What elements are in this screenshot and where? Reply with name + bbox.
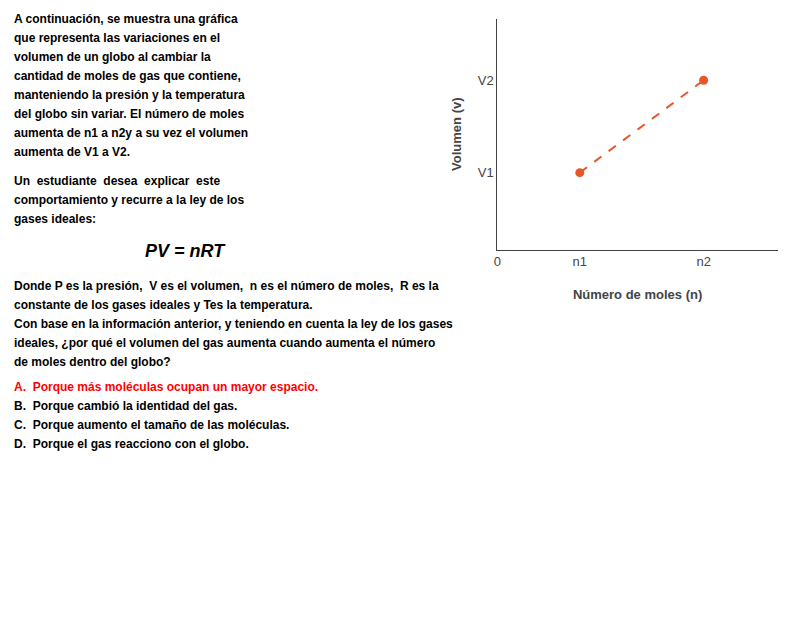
svg-text:C. Porque aumento el tamaño d: C. Porque aumento el tamaño de las moléc… bbox=[14, 418, 289, 432]
svg-text:B. Porque cambió la identidad: B. Porque cambió la identidad del gas. bbox=[14, 399, 237, 413]
svg-text:Número de moles (n): Número de moles (n) bbox=[573, 287, 702, 302]
svg-text:D. Porque el gas reacciono co: D. Porque el gas reacciono con el globo. bbox=[14, 437, 249, 451]
svg-text:V2: V2 bbox=[478, 73, 494, 88]
svg-text:aumenta de V1 a V2.: aumenta de V1 a V2. bbox=[14, 145, 130, 159]
svg-text:aumenta de n1 a n2y a su vez e: aumenta de n1 a n2y a su vez el volumen bbox=[14, 126, 248, 140]
svg-text:Un estudiante desea explica: Un estudiante desea explicar este bbox=[14, 174, 220, 188]
svg-text:0: 0 bbox=[494, 254, 501, 269]
svg-text:de moles dentro del globo?: de moles dentro del globo? bbox=[14, 355, 171, 369]
svg-text:Donde P es la presión, V es e: Donde P es la presión, V es el volumen, … bbox=[14, 279, 439, 293]
svg-text:volumen de un globo al cambiar: volumen de un globo al cambiar la bbox=[14, 50, 211, 64]
svg-text:comportamiento y recurre a la: comportamiento y recurre a la ley de los bbox=[14, 193, 244, 207]
svg-text:ideales, ¿por qué el volumen d: ideales, ¿por qué el volumen del gas aum… bbox=[14, 336, 435, 350]
svg-text:manteniendo la presión y la te: manteniendo la presión y la temperatura bbox=[14, 88, 245, 102]
svg-text:Volumen (v): Volumen (v) bbox=[449, 97, 464, 170]
svg-text:A. Porque más moléculas ocupa: A. Porque más moléculas ocupan un mayor … bbox=[14, 380, 318, 394]
svg-text:gases ideales:: gases ideales: bbox=[14, 212, 96, 226]
svg-text:PV = nRT: PV = nRT bbox=[145, 241, 226, 261]
svg-text:constante de los gases ideales: constante de los gases ideales y Tes la … bbox=[14, 298, 313, 312]
svg-text:Con base en la información ant: Con base en la información anterior, y t… bbox=[14, 317, 453, 331]
svg-text:A continuación, se muestra una: A continuación, se muestra una gráfica bbox=[14, 12, 238, 26]
svg-text:n1: n1 bbox=[573, 254, 587, 269]
svg-text:V1: V1 bbox=[478, 165, 494, 180]
svg-text:del globo sin variar. El númer: del globo sin variar. El número de moles bbox=[14, 107, 244, 121]
svg-text:cantidad de moles de gas que c: cantidad de moles de gas que contiene, bbox=[14, 69, 241, 83]
svg-text:que representa las variaciones: que representa las variaciones en el bbox=[14, 31, 220, 45]
svg-text:n2: n2 bbox=[696, 254, 710, 269]
